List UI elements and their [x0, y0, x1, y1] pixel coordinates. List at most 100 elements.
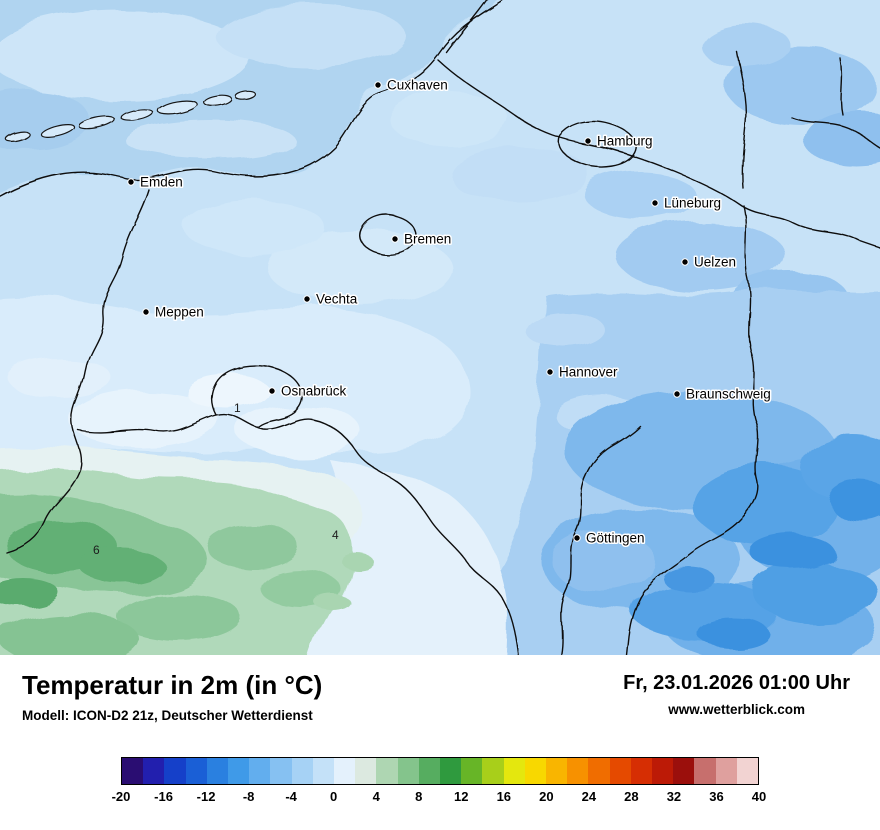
city-label: Cuxhaven — [387, 78, 448, 93]
legend-color-segment — [609, 758, 631, 784]
city-dot — [673, 390, 681, 398]
border-osnabrueck-pocket — [211, 364, 304, 428]
city-marker: Göttingen — [573, 529, 646, 547]
legend-tick: 40 — [751, 789, 767, 804]
border-topright-c — [839, 57, 843, 115]
city-layer: Cuxhaven Hamburg Emden Lüneburg Bremen Uelzen… — [127, 76, 772, 547]
temperature-legend: -20 -16 -12 -8 -4 0 4 8 12 16 20 24 28 32 36 40 — [112, 757, 767, 806]
legend-color-segment — [567, 758, 589, 784]
legend-color-segment — [524, 758, 547, 784]
weather-map: 1 6 4 Cuxhaven Hamburg Emden Lüneburg Bremen Ue… — [0, 0, 880, 655]
border-hamburg — [558, 120, 637, 168]
city-dot — [374, 81, 382, 89]
temperature-field — [0, 0, 880, 655]
city-label: Vechta — [316, 292, 358, 307]
value-label-layer: 1 6 4 — [93, 401, 339, 557]
legend-color-segment — [715, 758, 737, 784]
city-dot — [391, 235, 399, 243]
city-marker: Cuxhaven — [374, 76, 449, 94]
legend-tick-labels: -20 -16 -12 -8 -4 0 4 8 12 16 20 24 28 32 36 40 — [112, 789, 767, 806]
legend-color-segment — [312, 758, 335, 784]
legend-tick: -12 — [196, 789, 216, 804]
legend-color-segment — [673, 758, 695, 784]
legend-color-segment — [482, 758, 504, 784]
legend-tick: -20 — [111, 789, 131, 804]
forecast-datetime: Fr, 23.01.2026 01:00 Uhr — [623, 672, 850, 694]
legend-tick: 32 — [666, 789, 682, 804]
city-dot — [651, 199, 659, 207]
legend-tick: 8 — [415, 789, 423, 804]
city-marker: Uelzen — [681, 253, 738, 271]
legend-color-segment — [228, 758, 250, 784]
page-title: Temperatur in 2m (in °C) — [22, 670, 323, 700]
legend-color-segment — [291, 758, 313, 784]
city-label: Hannover — [559, 365, 618, 380]
city-dot — [142, 308, 150, 316]
temperature-value-label: 6 — [93, 543, 100, 557]
legend-color-segment — [694, 758, 716, 784]
legend-color-segment — [185, 758, 207, 784]
temperature-value-label: 1 — [234, 401, 241, 415]
legend-color-segment — [418, 758, 441, 784]
footer-left: Temperatur in 2m (in °C) Modell: ICON-D2… — [22, 671, 322, 723]
legend-color-segment — [122, 758, 144, 784]
legend-tick: 24 — [581, 789, 597, 804]
city-label: Bremen — [404, 232, 451, 247]
city-marker: Hannover — [546, 363, 620, 381]
map-footer: Temperatur in 2m (in °C) Modell: ICON-D2… — [0, 655, 880, 830]
city-label: Hamburg — [597, 134, 653, 149]
legend-color-segment — [630, 758, 653, 784]
elbe-river — [437, 59, 880, 249]
legend-color-segment — [503, 758, 525, 784]
border-goettingen — [559, 425, 641, 655]
border-topright-a — [736, 51, 748, 189]
legend-color-segment — [270, 758, 292, 784]
legend-color-segment — [376, 758, 398, 784]
legend-color-segment — [355, 758, 377, 784]
legend-tick: -16 — [154, 789, 173, 804]
legend-color-segment — [588, 758, 610, 784]
border-nrw — [77, 413, 520, 655]
city-dot — [127, 178, 135, 186]
border-saxony-anhalt — [625, 205, 759, 655]
city-marker: Meppen — [142, 303, 205, 321]
city-marker: Hamburg — [584, 132, 654, 150]
legend-color-segment — [143, 758, 165, 784]
legend-tick: -4 — [285, 789, 297, 804]
model-info: Modell: ICON-D2 21z, Deutscher Wetterdie… — [22, 707, 313, 723]
temperature-value-label: 4 — [332, 528, 339, 542]
legend-color-segment — [249, 758, 271, 784]
legend-tick: 12 — [454, 789, 469, 804]
legend-color-segment — [652, 758, 674, 784]
borders — [0, 0, 880, 655]
city-label: Osnabrück — [281, 384, 347, 399]
legend-color-segment — [461, 758, 483, 784]
border-bremen — [359, 214, 417, 256]
legend-color-segment — [206, 758, 229, 784]
city-marker: Emden — [127, 173, 184, 191]
legend-color-segment — [164, 758, 186, 784]
city-dot — [268, 387, 276, 395]
city-label: Braunschweig — [686, 387, 771, 402]
legend-color-bar — [121, 757, 759, 785]
city-label: Meppen — [155, 305, 204, 320]
legend-color-segment — [546, 758, 568, 784]
city-dot — [681, 258, 689, 266]
city-label: Lüneburg — [664, 196, 721, 211]
city-dot — [573, 534, 581, 542]
coastline — [0, 0, 505, 197]
footer-right: Fr, 23.01.2026 01:00 Uhr www.wetterblick… — [623, 671, 850, 717]
city-marker: Braunschweig — [673, 385, 772, 403]
legend-tick: 20 — [539, 789, 554, 804]
city-label: Emden — [140, 175, 183, 190]
border-netherlands — [5, 189, 150, 553]
legend-color-segment — [397, 758, 419, 784]
border-topright-b — [791, 117, 880, 150]
legend-tick: 28 — [624, 789, 639, 804]
website-label: www.wetterblick.com — [668, 702, 805, 717]
islands — [5, 90, 256, 143]
coastline-north-bank — [445, 0, 488, 53]
city-dot — [303, 295, 311, 303]
city-marker: Bremen — [391, 230, 453, 248]
